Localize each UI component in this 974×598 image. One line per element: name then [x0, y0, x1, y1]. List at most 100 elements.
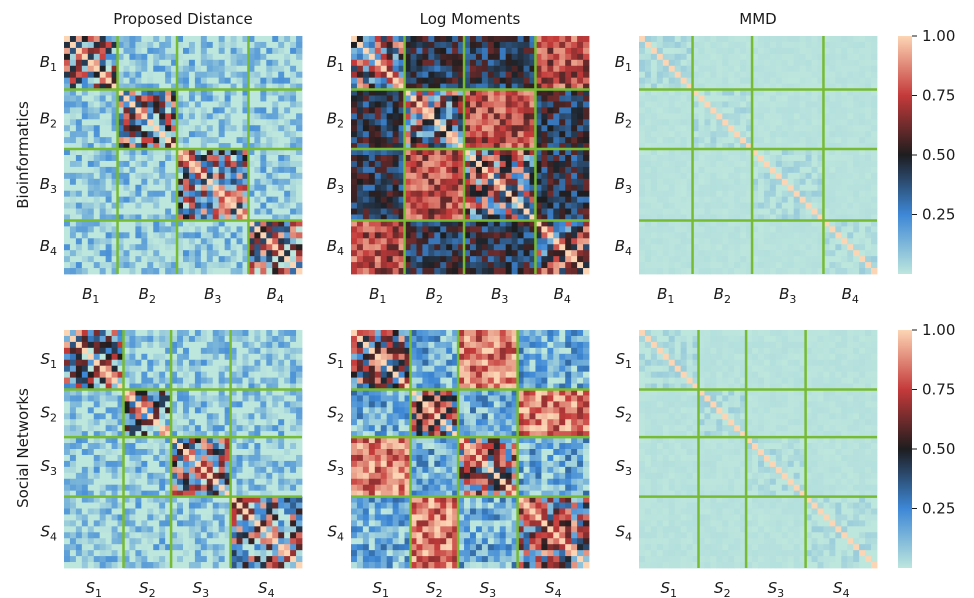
heatmap-cell — [380, 149, 388, 156]
heatmap-cell — [446, 95, 453, 102]
heatmap-cell — [105, 101, 112, 108]
heatmap-cell — [386, 160, 394, 168]
heatmap-cell — [740, 143, 747, 150]
heatmap-cell — [716, 59, 723, 67]
heatmap-cell — [565, 101, 572, 108]
heatmap-cell — [541, 190, 548, 198]
heatmap-cell — [117, 95, 124, 102]
heatmap-cell — [841, 196, 848, 203]
heatmap-cell — [278, 101, 285, 108]
heatmap-cell — [710, 95, 717, 102]
heatmap-cell — [662, 196, 670, 203]
heatmap-cell — [410, 59, 417, 67]
heatmap-cell — [416, 149, 423, 156]
heatmap-cell — [248, 47, 255, 55]
heatmap-cell — [686, 71, 693, 79]
heatmap-cell — [769, 268, 777, 275]
heatmap-cell — [487, 238, 495, 245]
heatmap-cell — [799, 196, 806, 203]
heatmap-cell — [135, 149, 142, 156]
heatmap-cell — [374, 208, 382, 215]
heatmap-cell — [236, 208, 243, 215]
heatmap-cell — [680, 143, 687, 150]
heatmap-cell — [650, 232, 658, 239]
heatmap-cell — [111, 214, 118, 221]
heatmap-cell — [272, 65, 279, 73]
heatmap-cell — [99, 196, 107, 203]
heatmap-cell — [464, 178, 471, 186]
heatmap-cell — [81, 190, 89, 198]
heatmap-cell — [290, 341, 297, 349]
heatmap-cell — [212, 178, 220, 186]
heatmap-cell — [81, 36, 89, 43]
heatmap-cell — [583, 190, 590, 198]
heatmap-cell — [188, 47, 196, 55]
heatmap-cell — [547, 131, 554, 138]
heatmap-cell — [398, 77, 405, 84]
heatmap-cell — [559, 53, 566, 61]
heatmap-cell — [464, 226, 471, 233]
heatmap-cell — [710, 244, 717, 251]
heatmap-cell — [728, 190, 735, 198]
heatmap-cell — [639, 178, 646, 186]
heatmap-cell — [75, 125, 83, 132]
heatmap-cell — [656, 172, 664, 180]
heatmap-cell — [177, 113, 184, 120]
heatmap-cell — [493, 238, 501, 245]
heatmap-cell — [141, 149, 148, 156]
heatmap-cell — [835, 107, 842, 114]
heatmap-cell — [841, 59, 848, 67]
heatmap-cell — [404, 262, 411, 269]
heatmap-cell — [639, 71, 646, 79]
heatmap-cell — [159, 95, 166, 102]
heatmap-cell — [194, 107, 202, 114]
heatmap-cell — [362, 143, 370, 150]
heatmap-cell — [692, 196, 699, 203]
heatmap-cell — [835, 59, 842, 67]
heatmap-cell — [541, 71, 548, 79]
heatmap-cell — [787, 101, 795, 108]
heatmap-cell — [165, 155, 172, 162]
heatmap-cell — [734, 95, 741, 102]
heatmap-cell — [224, 47, 231, 55]
heatmap-cell — [680, 184, 687, 192]
heatmap-cell — [183, 190, 190, 198]
heatmap-cell — [362, 131, 370, 138]
heatmap-cell — [662, 220, 670, 227]
heatmap-cell — [177, 262, 184, 269]
heatmap-cell — [740, 101, 747, 108]
heatmap-cell — [105, 202, 112, 209]
heatmap-cell — [829, 89, 836, 96]
heatmap-cell — [260, 71, 267, 79]
heatmap-cell — [781, 256, 789, 263]
heatmap-cell — [470, 178, 477, 186]
heatmap-cell — [428, 107, 435, 114]
heatmap-cell — [752, 166, 759, 174]
heatmap-cell — [674, 83, 682, 90]
heatmap-cell — [398, 119, 405, 126]
heatmap-cell — [159, 190, 166, 198]
heatmap-cell — [254, 226, 261, 233]
heatmap-cell — [499, 268, 507, 275]
heatmap-cell — [398, 71, 405, 79]
heatmap-cell — [769, 232, 777, 239]
heatmap-cell — [464, 250, 471, 257]
heatmap-cell — [722, 47, 729, 55]
heatmap-cell — [799, 172, 806, 180]
heatmap-cell — [481, 149, 489, 156]
heatmap-cell — [668, 89, 676, 96]
heatmap-cell — [668, 47, 676, 55]
heatmap-cell — [775, 256, 783, 263]
heatmap-cell — [571, 83, 578, 90]
heatmap-cell — [93, 196, 101, 203]
heatmap-cell — [493, 166, 501, 174]
heatmap-cell — [254, 41, 261, 49]
heatmap-cell — [493, 184, 501, 192]
heatmap-cell — [752, 155, 759, 162]
heatmap-cell — [422, 184, 429, 192]
heatmap-cell — [853, 250, 860, 257]
heatmap-cell — [746, 232, 753, 239]
heatmap-cell — [188, 155, 196, 162]
heatmap-cell — [93, 232, 101, 239]
heatmap-cell — [859, 166, 866, 174]
